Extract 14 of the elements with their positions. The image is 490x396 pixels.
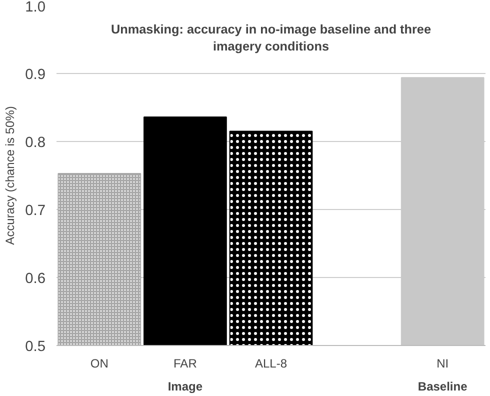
text: Image — [168, 380, 203, 394]
y-tick-label: 0.8 — [25, 135, 46, 151]
text: Unmasking: accuracy in no-image baseline and three imagery conditions — [110, 22, 432, 54]
x-tick-label: FAR — [174, 356, 198, 370]
y-tick-label: 0.9 — [25, 67, 46, 83]
y-tick-label: 0.5 — [25, 339, 46, 355]
y-tick-label: 0.7 — [25, 203, 46, 219]
y-axis-title: Accuracy (chance is 50%) — [3, 106, 18, 245]
x-tick-label: ALL-8 — [254, 356, 288, 370]
y-tick-label: 1.0 — [25, 0, 46, 16]
text: Baseline — [418, 380, 468, 394]
y-tick-label: 0.6 — [25, 271, 46, 287]
x-tick-label: NI — [436, 356, 449, 370]
x-tick-label: ON — [90, 356, 108, 370]
